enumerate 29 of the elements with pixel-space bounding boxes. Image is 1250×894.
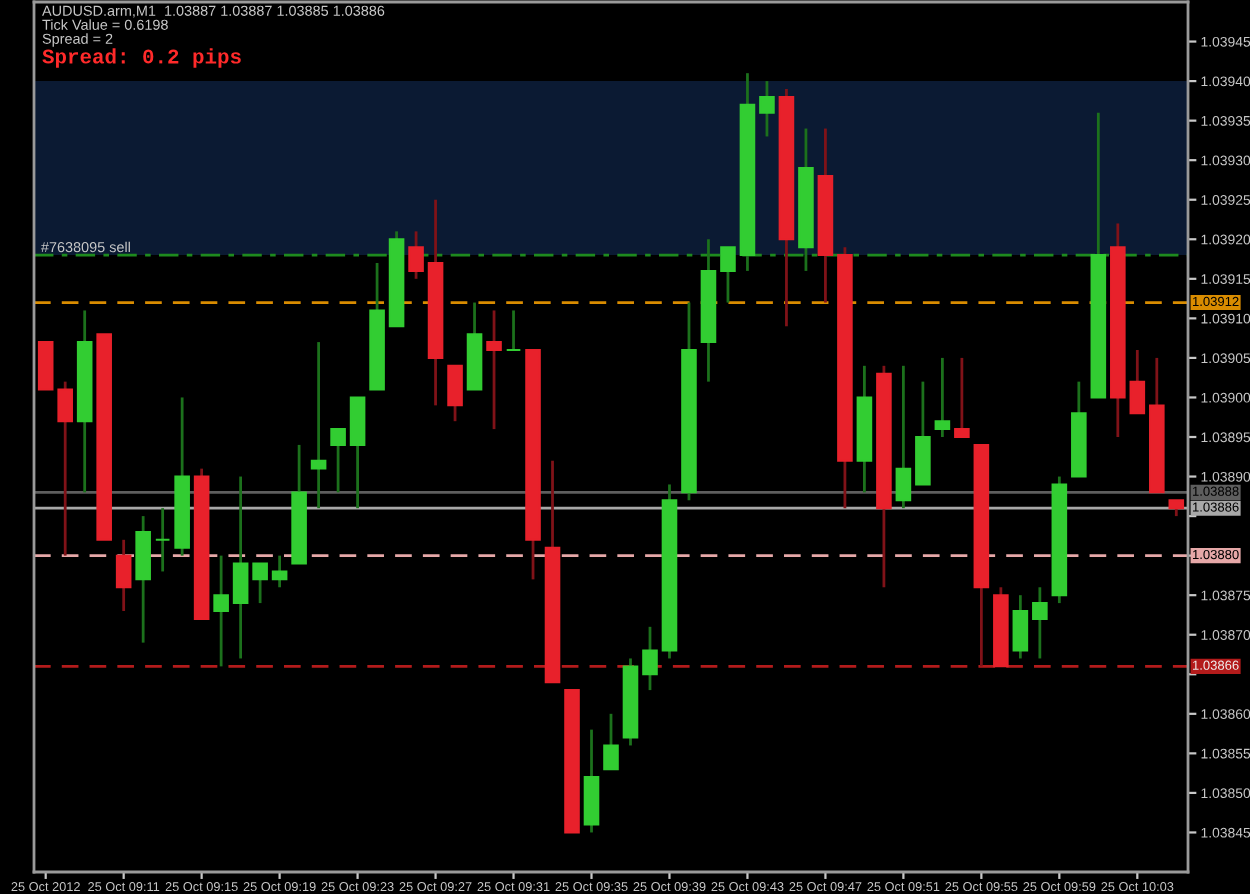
candlestick bbox=[154, 506, 171, 573]
candlestick bbox=[486, 309, 502, 431]
candlestick bbox=[1129, 348, 1146, 415]
candlestick bbox=[232, 475, 249, 660]
candlestick bbox=[57, 380, 73, 558]
candlestick bbox=[720, 245, 736, 304]
candlestick bbox=[271, 554, 288, 589]
candlestick bbox=[37, 341, 54, 391]
candlestick bbox=[915, 380, 931, 486]
candlestick bbox=[759, 79, 775, 138]
candlestick bbox=[330, 427, 346, 494]
candlestick bbox=[954, 356, 970, 439]
candlestick bbox=[934, 356, 951, 439]
candlestick bbox=[252, 562, 268, 605]
candlestick bbox=[408, 229, 424, 281]
candlestick bbox=[603, 712, 619, 771]
candlestick bbox=[895, 364, 912, 510]
candlestick bbox=[115, 538, 132, 613]
candlestick bbox=[213, 554, 229, 668]
candlestick bbox=[1012, 593, 1029, 660]
candlestick bbox=[583, 728, 600, 834]
candlestick bbox=[447, 364, 463, 423]
candlestick bbox=[1032, 585, 1048, 660]
candlestick bbox=[135, 514, 151, 645]
candlestick bbox=[310, 340, 327, 510]
candlestick bbox=[505, 309, 522, 352]
annotation: Spread: 0.2 pips bbox=[42, 48, 241, 68]
candlestick bbox=[349, 396, 366, 510]
candlestick bbox=[642, 625, 658, 692]
